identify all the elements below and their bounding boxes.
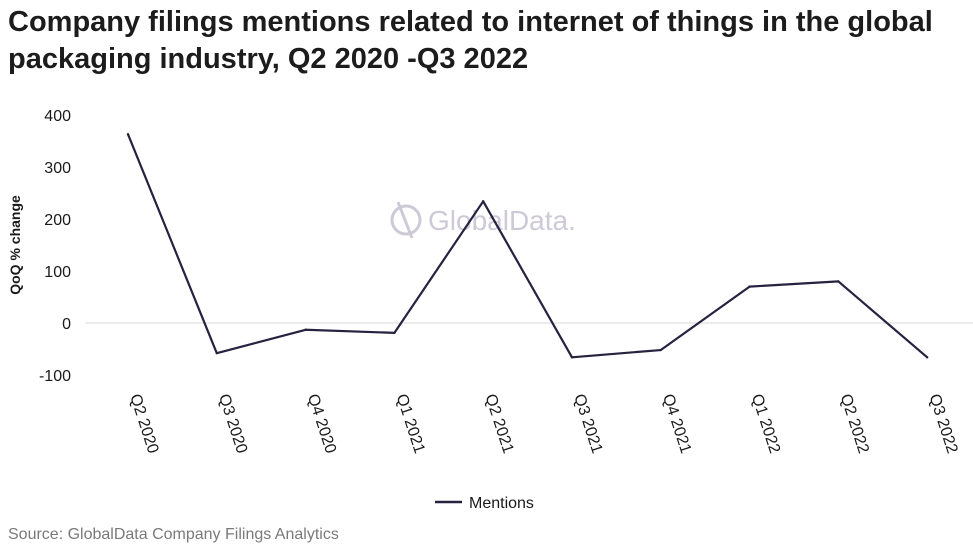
watermark: GlobalData. xyxy=(390,201,576,239)
y-axis-label: QoQ % change xyxy=(7,195,23,295)
y-tick-label: 200 xyxy=(44,212,71,229)
x-tick-label: Q3 2022 xyxy=(925,392,960,456)
series-line-mentions xyxy=(126,133,928,359)
x-tick-label: Q1 2021 xyxy=(393,392,428,456)
y-tick-label: 300 xyxy=(44,160,71,177)
watermark-text: GlobalData. xyxy=(428,205,576,236)
x-tick-label: Q4 2021 xyxy=(659,392,694,456)
chart-title: Company filings mentions related to inte… xyxy=(8,6,933,75)
data-point xyxy=(570,356,574,359)
legend-label: Mentions xyxy=(469,495,534,512)
x-tick-label: Q2 2022 xyxy=(837,392,872,456)
x-tick-label: Q3 2021 xyxy=(570,392,605,456)
x-tick-label: Q3 2020 xyxy=(215,392,250,456)
x-tick-label: Q1 2022 xyxy=(748,392,783,456)
data-point xyxy=(126,133,130,136)
data-point xyxy=(393,331,396,335)
data-point xyxy=(926,356,929,359)
x-tick-label: Q2 2021 xyxy=(481,392,516,456)
x-axis-ticks: Q2 2020 Q3 2020 Q4 2020 Q1 2021 Q2 2021 Q3 20… xyxy=(126,392,960,456)
y-tick-label: 100 xyxy=(44,264,71,281)
globaldata-logo-icon xyxy=(390,201,422,239)
data-point xyxy=(748,285,751,288)
data-point xyxy=(304,328,307,331)
x-tick-label: Q2 2020 xyxy=(126,392,161,456)
data-point xyxy=(482,200,485,203)
source-note: Source: GlobalData Company Filings Analy… xyxy=(8,526,339,543)
y-tick-label: 400 xyxy=(44,108,71,125)
y-tick-label: -100 xyxy=(39,368,71,385)
series-lines xyxy=(126,133,929,359)
y-tick-label: 0 xyxy=(62,316,71,333)
x-tick-label: Q4 2020 xyxy=(304,392,339,456)
data-point xyxy=(837,280,840,283)
data-point xyxy=(659,348,662,352)
legend: Mentions xyxy=(435,495,534,512)
y-axis-ticks: 400 300 200 100 0 -100 xyxy=(39,108,71,385)
data-point xyxy=(215,351,218,355)
